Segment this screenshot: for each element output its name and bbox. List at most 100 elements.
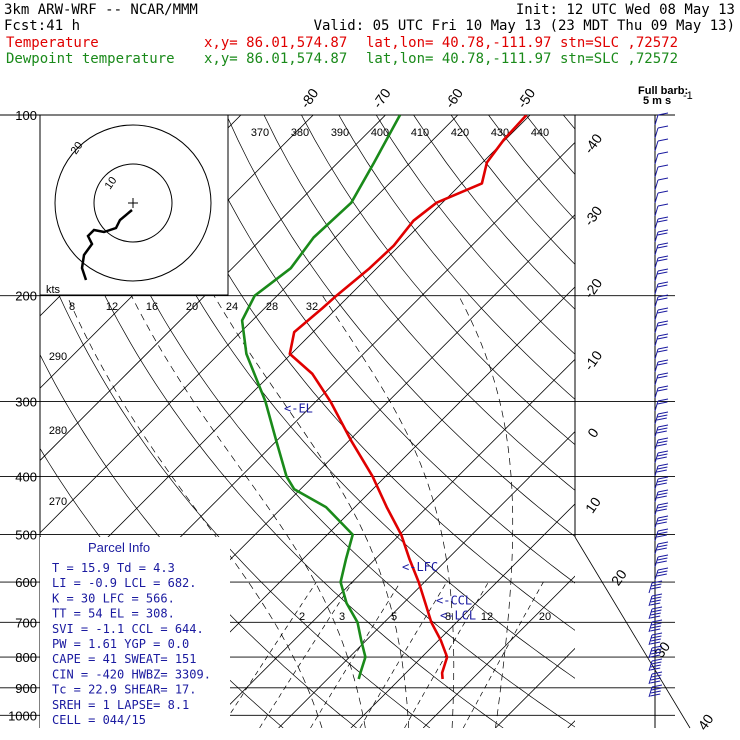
wind-barb-flag (657, 284, 668, 288)
hodograph-ring-label: 20 (69, 140, 86, 157)
model-title: 3km ARW-WRF -- NCAR/MMM (4, 2, 198, 18)
mixing-ratio-label: 2 (299, 611, 305, 623)
pressure-tick-label: 700 (15, 615, 37, 630)
wind-barb-flag (657, 362, 668, 366)
wind-barb-flag (657, 164, 669, 168)
wind-barb-flag (650, 680, 661, 684)
wind-barb-flag (651, 606, 663, 610)
wind-barb-flag (657, 544, 668, 548)
temperature-tick-label: -20 (581, 275, 606, 301)
wind-barb-staff (654, 231, 659, 243)
parcel-info-row: TT = 54 EL = 308. (52, 607, 175, 621)
wind-barb-staff (654, 348, 659, 360)
wind-barb-flag (657, 346, 669, 350)
wind-barb-flag (657, 557, 668, 561)
wind-barb-staff (654, 504, 659, 516)
temperature-profile (288, 115, 528, 680)
wind-barb-flag (657, 203, 669, 207)
isotherm-line (422, 575, 575, 728)
pressure-tick-label: 1000 (8, 708, 37, 723)
wind-barb-staff (654, 478, 659, 490)
wind-barb-staff (654, 543, 659, 555)
mixing-ratio-line (359, 581, 447, 728)
theta-label-low: 280 (49, 425, 67, 437)
hodograph-ring-outer (54, 124, 212, 282)
wind-barb-staff (654, 166, 659, 178)
mixing-ratio-label: 12 (481, 611, 493, 623)
wind-barb-flag (656, 430, 667, 434)
wind-barb-flag (651, 593, 663, 597)
parcel-info-row: K = 30 LFC = 566. (52, 591, 175, 605)
temperature-tick-label: -30 (581, 203, 606, 229)
wind-barb-flag (657, 216, 669, 220)
wind-barb-flag (657, 271, 668, 275)
temp-station: stn=SLC ,72572 (560, 35, 678, 51)
parcel-info-row: SREH = 1 LAPSE= 8.1 (52, 698, 189, 712)
moist-adiabat (458, 295, 514, 728)
wind-barb-flag (651, 658, 663, 662)
wind-barb-staff (648, 621, 653, 633)
mixing-ratio-label: 8 (445, 611, 451, 623)
wind-barb-flag (657, 427, 668, 431)
theta-label: 370 (251, 127, 269, 139)
mixing-ratio-label: 3 (339, 611, 345, 623)
mixing-ratio-line (404, 581, 489, 728)
wind-barb-flag (656, 417, 667, 421)
dewpoint-profile (240, 115, 402, 680)
wind-barb-flag (657, 479, 668, 483)
el-marker: <-EL (284, 401, 313, 415)
wind-barb-flag (650, 664, 661, 668)
profile-layer (240, 115, 528, 680)
wind-barb-flag (656, 547, 667, 551)
dry-adiabat (188, 115, 575, 584)
hodograph-ring-inner (93, 163, 173, 243)
wind-barb-staff (654, 140, 659, 152)
wind-barb-flag (656, 521, 667, 525)
dry-adiabat (525, 115, 575, 175)
annotation-layer: <-EL <-LFC <-CCL<-LCL (284, 401, 476, 622)
wind-barb-flag (657, 505, 668, 509)
wind-barb-flag (650, 690, 661, 694)
wind-barb-flag (657, 268, 669, 272)
wind-barb-flag (656, 560, 667, 564)
wind-barb-flag (657, 466, 668, 470)
isotherm-line (40, 115, 386, 462)
wind-barb-staff (654, 452, 659, 464)
moist-adiabat (66, 295, 323, 728)
wind-barb-staff (654, 439, 659, 451)
wind-barb-flag (657, 333, 669, 337)
wind-barb-flag (657, 177, 669, 181)
wind-legend-sup: -1 (683, 90, 693, 102)
wind-barb-flag (657, 359, 669, 363)
temperature-tick-label: -80 (297, 85, 322, 111)
wind-barb-flag (650, 654, 661, 658)
wind-barb-flag (651, 661, 662, 665)
temp-latlon: lat,lon= 40.78,-111.97 (366, 35, 551, 51)
theta-label: 400 (371, 127, 389, 139)
dry-adiabat (40, 115, 504, 728)
parcel-info-row: CAPE = 41 SWEAT= 151 (52, 652, 197, 666)
pressure-tick-label: 900 (15, 681, 37, 696)
wind-barb-staff (648, 647, 653, 659)
wind-barb-flag (657, 424, 669, 428)
wind-barb-flag (650, 602, 661, 606)
hodograph-frame (39, 114, 229, 296)
wind-barb-staff (654, 361, 659, 373)
moist-adiabat (213, 295, 410, 728)
dry-adiabat (263, 115, 575, 491)
wind-barb-flag (657, 190, 669, 194)
dry-adiabat (638, 115, 740, 728)
wind-barb-flag (651, 645, 663, 649)
wind-barb-flag (651, 580, 663, 584)
wind-barb-flag (657, 450, 669, 454)
mixing-ratio-label-mid: 12 (106, 301, 118, 313)
wind-barb-staff (654, 283, 659, 295)
wind-barb-staff (648, 660, 653, 672)
wind-barb-staff (654, 426, 659, 438)
theta-label-low: 270 (49, 496, 67, 508)
wind-barb-flag (657, 570, 668, 574)
lfc-marker: <-LFC (402, 560, 438, 574)
wind-barb-flag (657, 232, 668, 236)
